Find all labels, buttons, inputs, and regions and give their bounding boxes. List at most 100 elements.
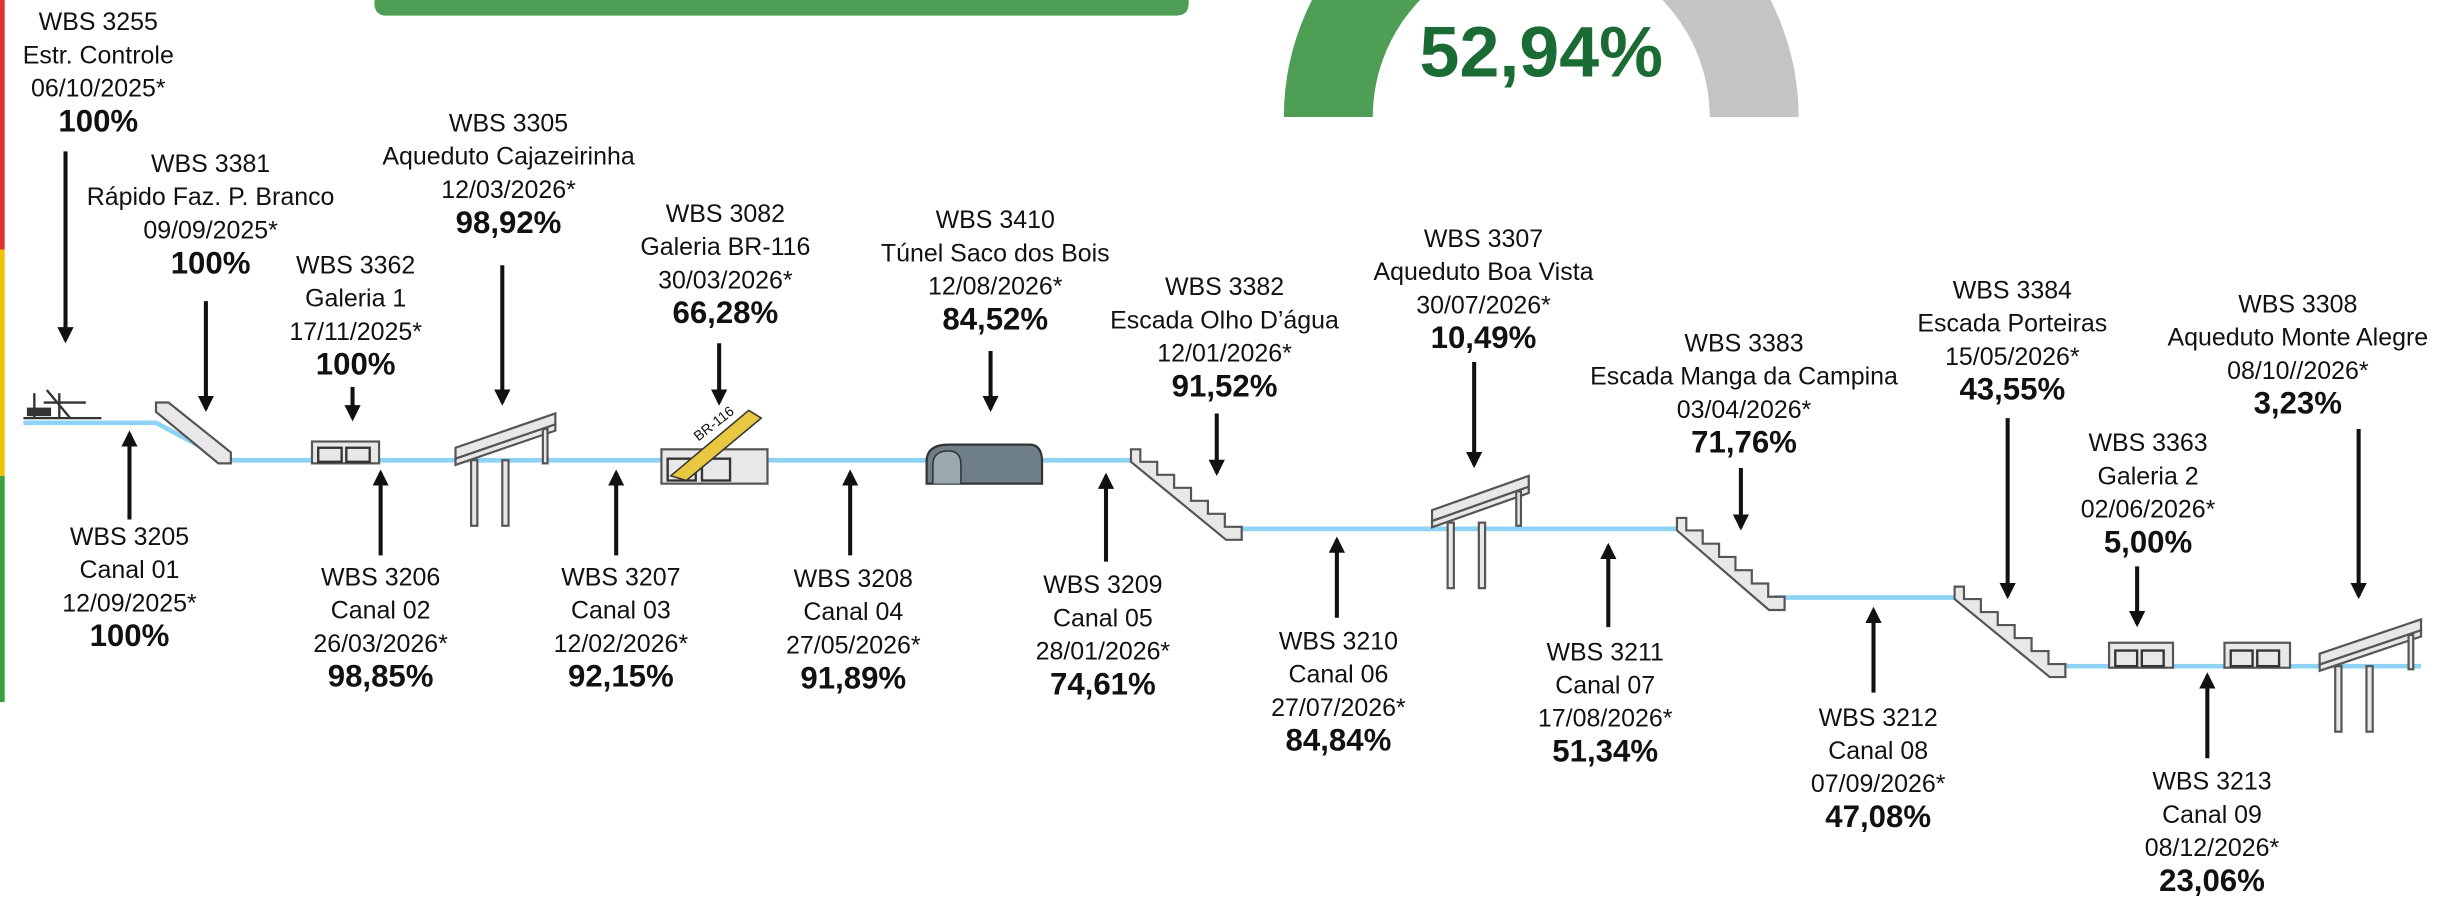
- item-name: Escada Manga da Campina: [1590, 363, 1898, 391]
- item-name: Escada Olho D’água: [1110, 306, 1339, 334]
- item-wbs: WBS 3082: [666, 200, 785, 228]
- item-percent: 84,84%: [1286, 723, 1392, 758]
- gallery: [2223, 641, 2292, 669]
- wbs-item: WBS 3308 Aqueduto Monte Alegre 08/10//2026…: [2167, 290, 2428, 600]
- item-date: 17/08/2026*: [1538, 705, 1673, 733]
- item-name: Túnel Saco dos Bois: [881, 239, 1110, 267]
- item-percent: 71,76%: [1691, 425, 1797, 460]
- item-date: 30/03/2026*: [658, 266, 793, 294]
- status-strip-green: [0, 475, 5, 703]
- item-percent: 100%: [171, 245, 251, 280]
- item-wbs: WBS 3383: [1684, 329, 1803, 357]
- item-date: 02/06/2026*: [2081, 496, 2216, 524]
- control-structure: [23, 389, 102, 420]
- item-percent: 23,06%: [2159, 863, 2265, 898]
- item-date: 17/11/2025*: [289, 318, 422, 346]
- wbs-item: WBS 3210 Canal 06 27/07/2026*84,84%: [1271, 536, 1406, 758]
- aqueduct-pillar: [541, 427, 549, 465]
- wbs-item: WBS 3307 Aqueduto Boa Vista 30/07/2026*10,…: [1374, 225, 1594, 469]
- item-date: 03/04/2026*: [1677, 396, 1812, 424]
- gallery: [2107, 641, 2175, 669]
- wbs-item: WBS 3363 Galeria 2 02/06/2026*5,00%: [2081, 429, 2216, 628]
- item-percent: 100%: [58, 103, 138, 138]
- aqueduct-pillar: [470, 459, 479, 527]
- status-strip-yellow: [0, 249, 5, 476]
- item-date: 15/05/2026*: [1945, 343, 2080, 371]
- aqueduct-beam: [2318, 628, 2423, 673]
- item-wbs: WBS 3307: [1424, 225, 1543, 253]
- aqueduct-pillar: [1446, 521, 1455, 590]
- item-date: 08/12/2026*: [2145, 834, 2280, 862]
- gauge-value: 52,94%: [1420, 13, 1663, 93]
- item-wbs: WBS 3205: [70, 523, 189, 551]
- gallery: [310, 440, 381, 465]
- spillway: [154, 401, 232, 465]
- item-wbs: WBS 3206: [321, 563, 440, 591]
- item-name: Canal 09: [2162, 801, 2262, 829]
- item-date: 12/08/2026*: [928, 273, 1063, 301]
- item-percent: 100%: [90, 618, 170, 653]
- gauge-remaining: [1662, 0, 1799, 118]
- item-percent: 92,15%: [568, 659, 674, 694]
- item-percent: 98,92%: [456, 205, 562, 240]
- item-wbs: WBS 3210: [1279, 627, 1398, 655]
- item-date: 27/07/2026*: [1271, 694, 1406, 722]
- tunnel: [925, 443, 1044, 485]
- item-wbs: WBS 3212: [1819, 704, 1938, 732]
- item-percent: 66,28%: [672, 295, 778, 330]
- item-date: 30/07/2026*: [1416, 291, 1551, 319]
- wbs-item: WBS 3410 Túnel Saco dos Bois 12/08/2026*84…: [881, 206, 1110, 413]
- item-date: 27/05/2026*: [786, 631, 921, 659]
- aqueduct-beam: [1430, 485, 1530, 529]
- wbs-item: WBS 3211 Canal 07 17/08/2026*51,34%: [1538, 542, 1673, 769]
- item-percent: 91,52%: [1172, 369, 1278, 404]
- aqueduct-pillar: [2365, 665, 2374, 733]
- item-wbs: WBS 3305: [449, 109, 568, 137]
- item-percent: 10,49%: [1431, 320, 1537, 355]
- item-percent: 100%: [316, 347, 396, 382]
- item-percent: 51,34%: [1552, 734, 1658, 769]
- item-name: Canal 07: [1555, 671, 1655, 699]
- item-name: Galeria 1: [305, 285, 406, 313]
- wbs-item: WBS 3255 Estr. Controle 06/10/2025*100%: [23, 8, 174, 344]
- wbs-item: WBS 3383 Escada Manga da Campina 03/04/202…: [1590, 329, 1898, 531]
- item-wbs: WBS 3209: [1043, 571, 1162, 599]
- wbs-item: WBS 3208 Canal 04 27/05/2026*91,89%: [786, 469, 921, 695]
- item-percent: 98,85%: [328, 659, 434, 694]
- item-percent: 43,55%: [1959, 372, 2065, 407]
- item-wbs: WBS 3207: [561, 563, 680, 591]
- item-name: Canal 04: [803, 598, 903, 626]
- wbs-item: WBS 3213 Canal 09 08/12/2026*23,06%: [2145, 672, 2280, 898]
- wbs-item: WBS 3212 Canal 08 07/09/2026*47,08%: [1811, 606, 1946, 834]
- wbs-item: WBS 3384 Escada Porteiras 15/05/2026*43,55…: [1917, 276, 2107, 600]
- item-date: 28/01/2026*: [1036, 638, 1171, 666]
- wbs-item: WBS 3381 Rápido Faz. P. Branco 09/09/2025*…: [87, 150, 334, 413]
- aqueduct: [454, 411, 557, 527]
- item-date: 09/09/2025*: [143, 216, 278, 244]
- item-name: Aqueduto Monte Alegre: [2167, 324, 2428, 352]
- item-name: Galeria BR-116: [640, 233, 810, 261]
- item-name: Canal 02: [331, 597, 431, 625]
- item-date: 07/09/2026*: [1811, 770, 1946, 798]
- item-percent: 5,00%: [2104, 525, 2192, 560]
- item-wbs: WBS 3213: [2152, 768, 2271, 796]
- wbs-item: WBS 3207 Canal 03 12/02/2026*92,15%: [554, 469, 689, 694]
- item-date: 12/02/2026*: [554, 630, 689, 658]
- item-date: 06/10/2025*: [31, 75, 166, 103]
- aqueduct: [2318, 617, 2423, 733]
- item-name: Galeria 2: [2097, 462, 2198, 490]
- aqueduct-pillar: [2334, 665, 2343, 733]
- item-date: 08/10//2026*: [2227, 357, 2369, 385]
- stairway: [1953, 585, 2067, 679]
- item-name: Escada Porteiras: [1917, 310, 2107, 338]
- item-wbs: WBS 3363: [2088, 429, 2207, 457]
- stairway: [1675, 516, 1786, 612]
- item-name: Estr. Controle: [23, 41, 174, 69]
- wbs-item: WBS 3305 Aqueduto Cajazeirinha 12/03/2026*…: [382, 109, 635, 406]
- item-name: Canal 08: [1828, 737, 1928, 765]
- item-wbs: WBS 3382: [1165, 273, 1284, 301]
- aqueduct-beam: [454, 422, 557, 467]
- item-percent: 47,08%: [1825, 799, 1931, 834]
- item-percent: 84,52%: [942, 301, 1048, 336]
